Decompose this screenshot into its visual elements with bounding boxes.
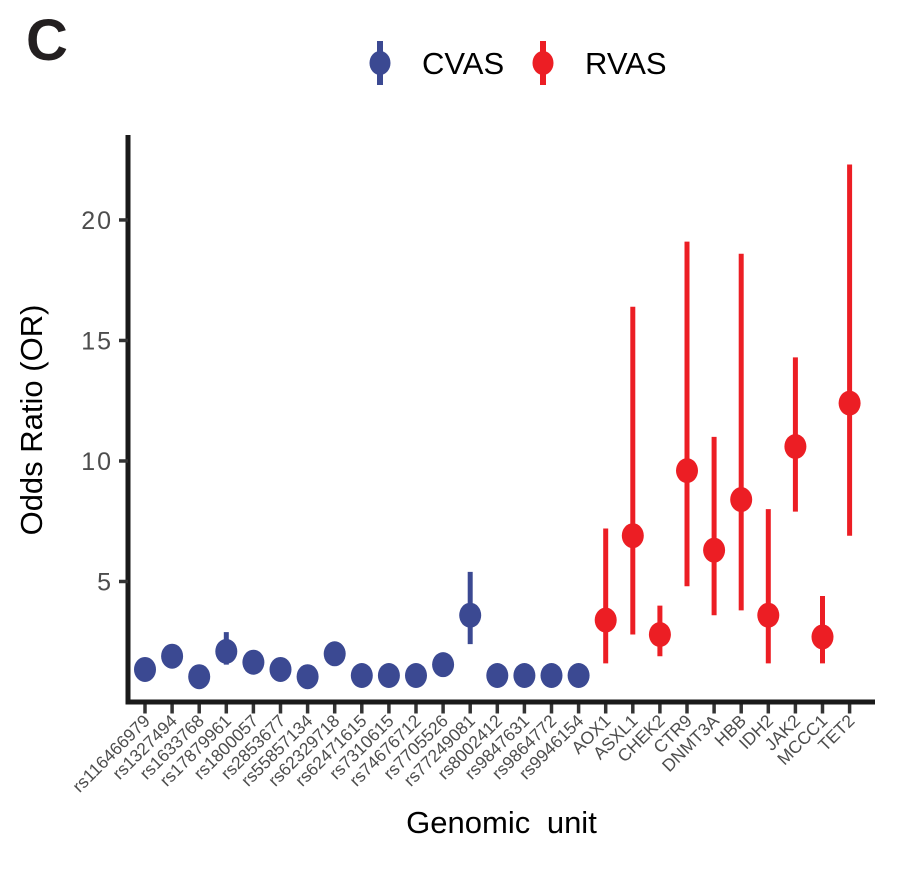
data-point — [188, 664, 211, 690]
data-point — [350, 662, 373, 688]
y-tick-label: 15 — [81, 327, 113, 355]
data-point — [296, 664, 319, 690]
data-point — [215, 638, 238, 664]
data-point — [567, 662, 590, 688]
data-point — [486, 662, 509, 688]
data-point — [648, 622, 671, 648]
data-point — [540, 662, 563, 688]
y-tick-label: 5 — [97, 568, 113, 596]
data-point — [459, 602, 482, 628]
legend-marker — [532, 51, 554, 75]
data-point — [730, 487, 753, 513]
legend-label: CVAS — [422, 46, 504, 81]
y-tick-label: 10 — [81, 448, 113, 476]
data-point — [811, 624, 834, 650]
data-point — [621, 523, 644, 549]
data-point — [432, 652, 455, 678]
legend-item: CVAS — [369, 41, 504, 85]
data-point — [513, 662, 536, 688]
y-axis-title: Odds Ratio (OR) — [14, 305, 49, 536]
y-tick-label: 20 — [81, 207, 113, 235]
data-point — [134, 656, 156, 682]
data-point — [242, 649, 265, 675]
legend: CVAS RVAS — [369, 41, 667, 85]
series-RVAS — [594, 164, 861, 664]
legend-label: RVAS — [585, 46, 667, 81]
panel-label: C — [26, 8, 68, 73]
data-point — [703, 537, 726, 563]
data-point — [676, 458, 698, 484]
data-point — [757, 602, 780, 628]
data-point — [377, 662, 400, 688]
data-point — [269, 656, 292, 682]
series-CVAS — [134, 571, 590, 690]
legend-item: RVAS — [532, 41, 667, 85]
legend-marker — [369, 51, 391, 75]
data-point — [323, 641, 346, 667]
data-point — [838, 390, 861, 416]
data-point — [594, 607, 617, 633]
data-point — [784, 434, 807, 460]
data-point — [161, 643, 184, 669]
x-axis-title: Genomic unit — [406, 805, 597, 840]
data-point — [405, 662, 427, 688]
